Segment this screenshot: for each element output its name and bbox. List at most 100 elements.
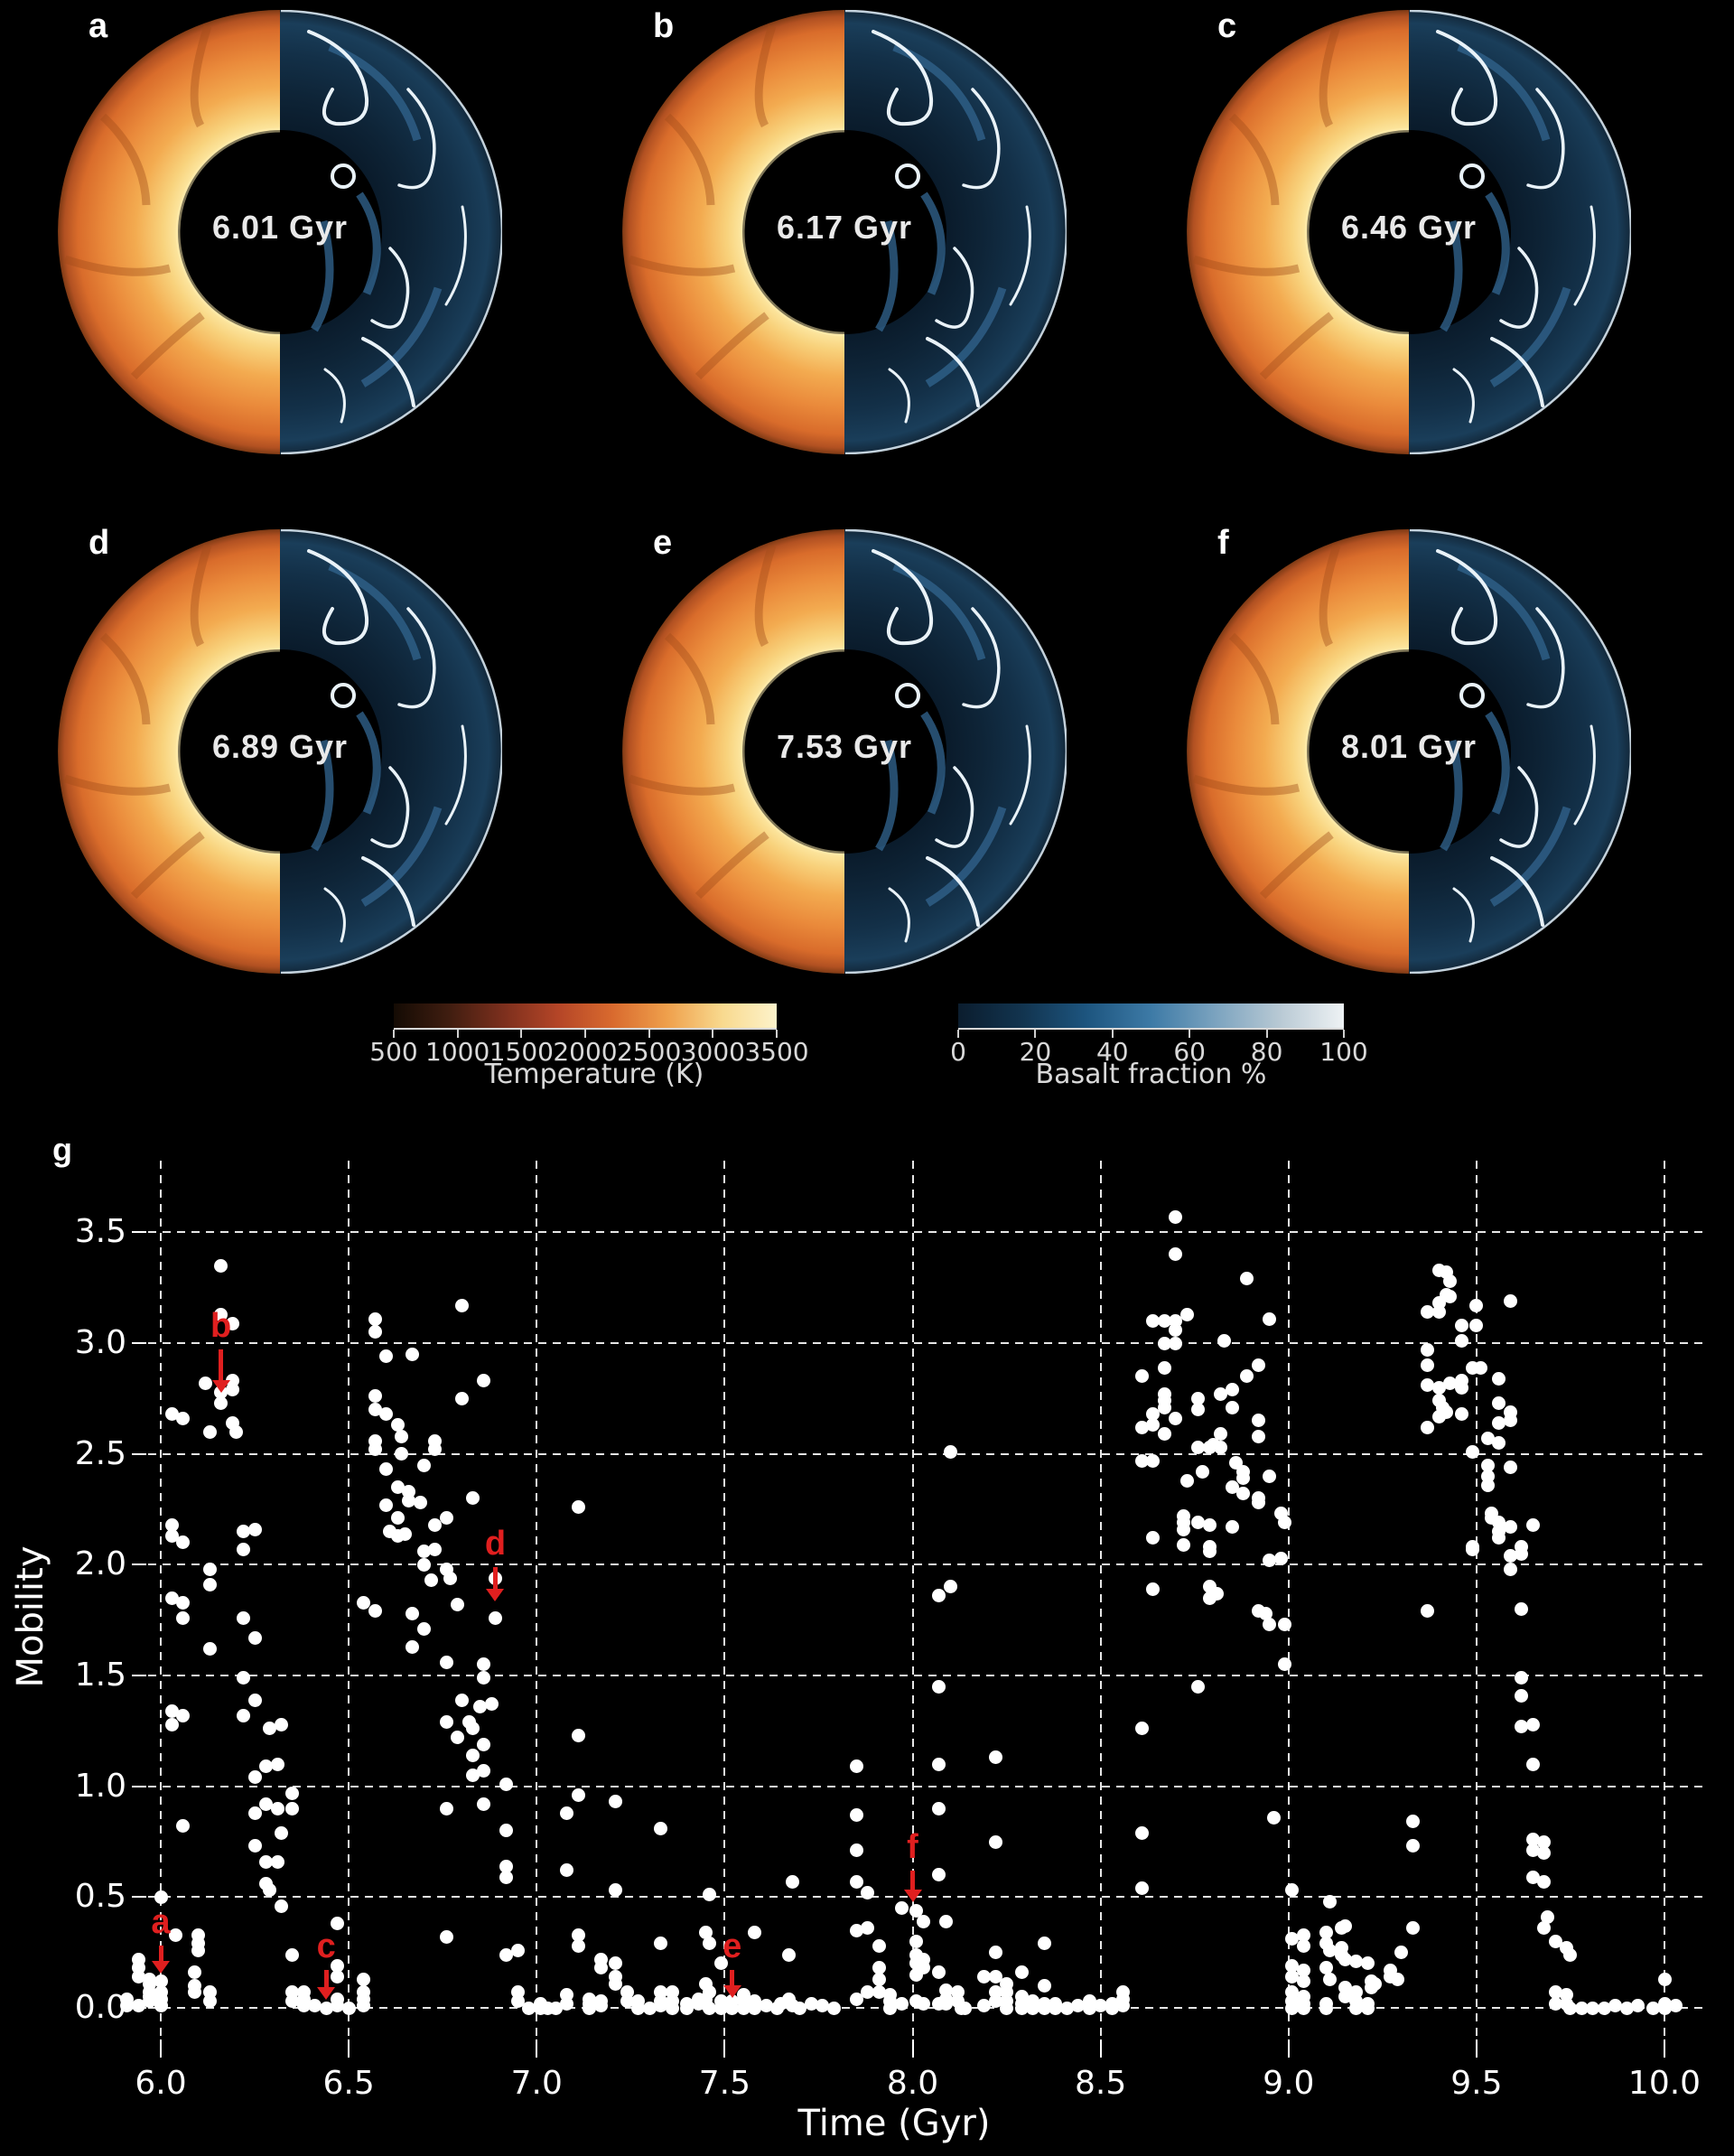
temperature-streaks: [628, 24, 777, 380]
scatter-point: [1146, 1531, 1161, 1545]
scatter-point: [654, 1937, 668, 1951]
scatter-point: [1146, 1582, 1161, 1596]
scatter-point: [331, 1970, 345, 1984]
scatter-point: [465, 1491, 480, 1506]
temperature-colorbar-tick-mark: [393, 1030, 395, 1038]
y-axis-tick-label: 3.5: [74, 1213, 126, 1251]
y-axis-tick: [132, 1342, 146, 1345]
scatter-point: [1537, 1921, 1552, 1936]
scatter-point: [1116, 1999, 1131, 2013]
scatter-point: [398, 1526, 413, 1541]
x-axis-title: Time (Gyr): [797, 2103, 991, 2144]
temperature-colorbar-gradient-bar: [394, 1003, 777, 1030]
scatter-point: [406, 1639, 420, 1654]
scatter-point: [1319, 1926, 1333, 1940]
scatter-point: [1548, 1996, 1562, 2011]
scatter-point: [1146, 1453, 1161, 1468]
scatter-point: [368, 1442, 382, 1457]
scatter-point: [1657, 2001, 1672, 2015]
scatter-point: [1191, 1679, 1206, 1694]
scatter-point: [1049, 2001, 1063, 2015]
scatter-point: [424, 1573, 439, 1588]
scatter-point: [917, 1961, 931, 1975]
scatter-point: [390, 1511, 405, 1526]
scatter-point: [488, 1610, 502, 1625]
y-axis-tick-label: 2.5: [74, 1434, 126, 1472]
scatter-point: [247, 1770, 262, 1785]
scatter-point: [247, 1839, 262, 1853]
scatter-point: [861, 1885, 875, 1899]
temperature-colorbar-tick-label: 1500: [489, 1037, 554, 1067]
scatter-point: [1563, 1947, 1578, 1962]
scatter-point: [1548, 1985, 1562, 2000]
scatter-point: [872, 1961, 886, 1975]
scatter-point: [1515, 1688, 1529, 1703]
scatter-point: [1548, 1934, 1562, 1948]
scatter-point: [191, 1943, 206, 1957]
scatter-point: [1668, 1999, 1683, 2013]
scatter-point: [477, 1737, 491, 1751]
scatter-point: [443, 1571, 457, 1585]
temperature-colorbar-tick-mark: [520, 1030, 523, 1038]
scatter-point: [439, 1715, 453, 1730]
scatter-point: [1469, 1298, 1484, 1312]
scatter-point: [1525, 1757, 1540, 1771]
scatter-point: [1285, 1958, 1300, 1973]
scatter-point: [699, 1926, 713, 1940]
scatter-point: [680, 2001, 695, 2015]
basalt-half: [1409, 529, 1631, 974]
basalt-filaments: [1436, 30, 1596, 424]
scatter-point: [379, 1349, 394, 1364]
scatter-point: [1169, 1322, 1183, 1337]
donut-graphic: [622, 9, 1068, 455]
scatter-point: [439, 1655, 453, 1669]
scatter-point: [164, 1703, 179, 1718]
basalt-wisps: [875, 562, 1007, 907]
scatter-point: [1323, 1943, 1338, 1957]
scatter-point: [1157, 1314, 1171, 1329]
scatter-point: [1608, 1999, 1623, 2013]
x-axis-tick: [348, 2039, 350, 2058]
scatter-point: [804, 1996, 818, 2011]
horizontal-gridline: [134, 1785, 1705, 1787]
scatter-point: [1134, 1722, 1149, 1736]
scatter-point: [120, 1999, 135, 2013]
basalt-colorbar-tick-mark: [1034, 1030, 1037, 1038]
scatter-point: [522, 2001, 536, 2015]
scatter-point: [988, 1994, 1002, 2009]
scatter-point: [1157, 1400, 1171, 1414]
simulation-panel: [58, 9, 504, 455]
scatter-point: [1296, 1963, 1310, 1977]
scatter-point: [1225, 1520, 1239, 1535]
scatter-point: [1094, 1999, 1108, 2013]
scatter-point: [1251, 1429, 1265, 1443]
scatter-point: [416, 1622, 431, 1637]
scatter-point: [872, 1938, 886, 1953]
scatter-point: [390, 1480, 405, 1495]
basalt-colorbar-tick-mark: [1265, 1030, 1268, 1038]
scatter-point: [1492, 1435, 1506, 1450]
scatter-point: [454, 1693, 469, 1707]
temperature-streaks: [1192, 544, 1341, 900]
x-axis-tick: [723, 2039, 726, 2058]
panel-letter: e: [653, 524, 673, 562]
scatter-point: [1454, 1318, 1468, 1332]
scatter-point: [988, 1834, 1002, 1849]
scatter-point: [1146, 1314, 1161, 1329]
scatter-point: [1225, 1480, 1239, 1495]
x-axis-tick-label: 8.0: [886, 2065, 939, 2102]
scatter-point: [199, 1376, 213, 1390]
scatter-point: [1492, 1371, 1506, 1386]
scatter-point: [849, 1759, 863, 1774]
x-axis-tick-label: 6.5: [322, 2065, 375, 2102]
panel-time-label: 6.01 Gyr: [211, 209, 349, 246]
scatter-point: [379, 1498, 394, 1512]
scatter-point: [1071, 1999, 1086, 2013]
horizontal-gridline: [134, 1563, 1705, 1566]
scatter-point: [1443, 1376, 1458, 1390]
scatter-point: [416, 1545, 431, 1559]
scatter-point: [131, 1999, 145, 2013]
scatter-point: [1563, 2001, 1578, 2015]
scatter-point: [1646, 2001, 1660, 2015]
scatter-point: [1421, 1358, 1435, 1373]
